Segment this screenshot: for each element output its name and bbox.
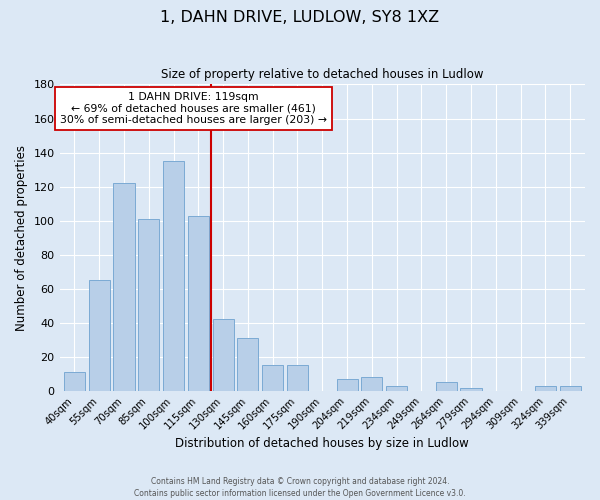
X-axis label: Distribution of detached houses by size in Ludlow: Distribution of detached houses by size …	[175, 437, 469, 450]
Bar	[138, 219, 160, 391]
Bar	[113, 183, 134, 391]
Bar	[163, 161, 184, 391]
Text: 1 DAHN DRIVE: 119sqm
← 69% of detached houses are smaller (461)
30% of semi-deta: 1 DAHN DRIVE: 119sqm ← 69% of detached h…	[60, 92, 327, 126]
Bar	[188, 216, 209, 391]
Bar	[89, 280, 110, 391]
Bar	[560, 386, 581, 391]
Bar	[386, 386, 407, 391]
Bar	[337, 379, 358, 391]
Title: Size of property relative to detached houses in Ludlow: Size of property relative to detached ho…	[161, 68, 484, 80]
Bar	[460, 388, 482, 391]
Bar	[238, 338, 259, 391]
Bar	[287, 366, 308, 391]
Y-axis label: Number of detached properties: Number of detached properties	[15, 144, 28, 330]
Bar	[535, 386, 556, 391]
Bar	[262, 366, 283, 391]
Bar	[64, 372, 85, 391]
Bar	[436, 382, 457, 391]
Bar	[361, 378, 382, 391]
Bar	[212, 320, 233, 391]
Text: 1, DAHN DRIVE, LUDLOW, SY8 1XZ: 1, DAHN DRIVE, LUDLOW, SY8 1XZ	[160, 10, 440, 25]
Text: Contains HM Land Registry data © Crown copyright and database right 2024.
Contai: Contains HM Land Registry data © Crown c…	[134, 476, 466, 498]
